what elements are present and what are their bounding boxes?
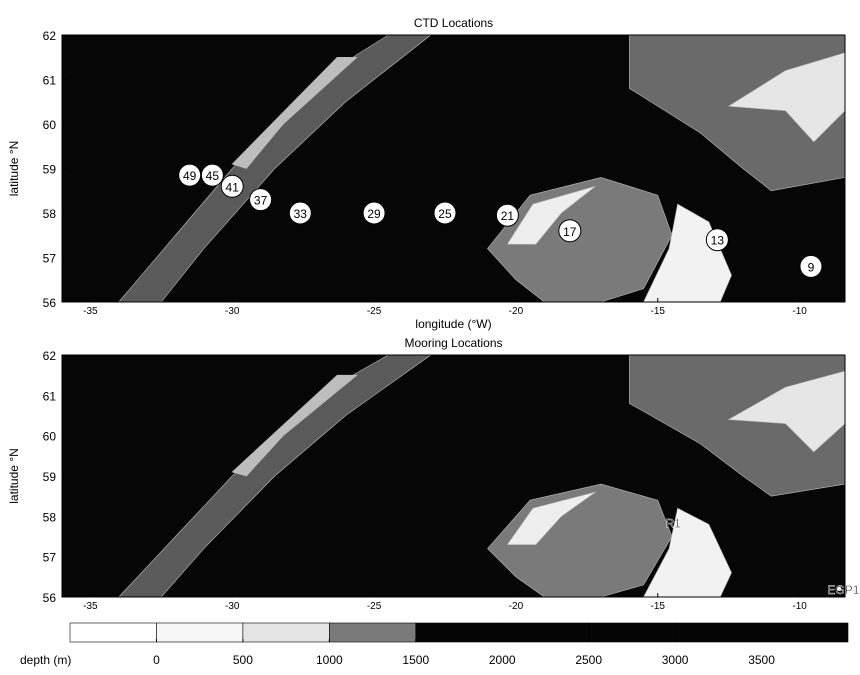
x-tick-label: -15 [651,306,666,317]
station-label: 21 [501,209,515,223]
x-tick-label: -30 [225,306,240,317]
map-panel: Mooring Locations latitude °N -35 -30 -25 -20… [7,336,860,612]
colorbar-tick-label: 500 [233,653,253,667]
colorbar-tick-label: 2000 [489,653,516,667]
y-axis-label: latitude °N [7,141,21,197]
y-axis-label: latitude °N [7,448,21,504]
station-label: 9 [808,260,815,274]
y-tick-label: 59 [43,163,57,177]
colorbar-segment [675,623,761,642]
colorbar-tick-label: 0 [153,653,160,667]
mooring-label: EGP1&2 [827,583,860,597]
colorbar-label: depth (m) [20,653,71,667]
station-label: 25 [438,207,452,221]
x-tick-label: -35 [83,601,98,612]
colorbar-segment [762,623,848,642]
y-tick-label: 57 [43,252,57,266]
panel-title: Mooring Locations [404,336,502,350]
station-label: 45 [206,169,220,183]
x-tick-label: -10 [792,306,807,317]
station-label: 29 [367,207,381,221]
colorbar-segment [329,623,415,642]
colorbar-tick-label: 1500 [402,653,429,667]
colorbar-tick-label: 3000 [662,653,689,667]
y-tick-label: 57 [43,551,57,565]
map-panel: CTD Locations latitude °N longitude (°W) -3… [7,16,845,331]
station-label: 37 [254,194,268,208]
colorbar-segment [243,623,329,642]
y-tick-label: 62 [43,29,57,43]
x-tick-label: -35 [83,306,98,317]
station-label: 49 [183,169,197,183]
mooring-label: R1 [666,516,682,530]
colorbar-segment [156,623,242,642]
y-tick-label: 56 [43,296,57,310]
y-tick-label: 58 [43,207,57,221]
y-tick-label: 59 [43,470,57,484]
colorbar-tick-label: 1000 [316,653,343,667]
colorbar-segment [502,623,588,642]
station-label: 33 [294,207,308,221]
station-label: 17 [563,225,577,239]
colorbar-segment [416,623,502,642]
y-tick-label: 60 [43,118,57,132]
x-tick-label: -20 [509,601,524,612]
y-tick-label: 61 [43,74,57,88]
x-tick-label: -15 [651,601,666,612]
y-tick-label: 61 [43,389,57,403]
colorbar-tick-label: 3500 [748,653,775,667]
y-tick-label: 60 [43,430,57,444]
y-tick-label: 56 [43,591,57,605]
x-tick-label: -25 [367,306,382,317]
x-tick-label: -30 [225,601,240,612]
x-tick-label: -10 [792,601,807,612]
x-tick-label: -20 [509,306,524,317]
colorbar-segment [589,623,675,642]
figure: CTD Locations latitude °N longitude (°W) -3… [0,0,860,670]
x-tick-label: -25 [367,601,382,612]
panel-title: CTD Locations [414,16,493,30]
colorbar-tick-label: 2500 [575,653,602,667]
y-tick-label: 58 [43,510,57,524]
station-label: 41 [226,180,240,194]
x-axis-label: longitude (°W) [415,317,491,331]
station-label: 13 [711,234,725,248]
colorbar-segment [70,623,156,642]
y-tick-label: 62 [43,349,57,363]
